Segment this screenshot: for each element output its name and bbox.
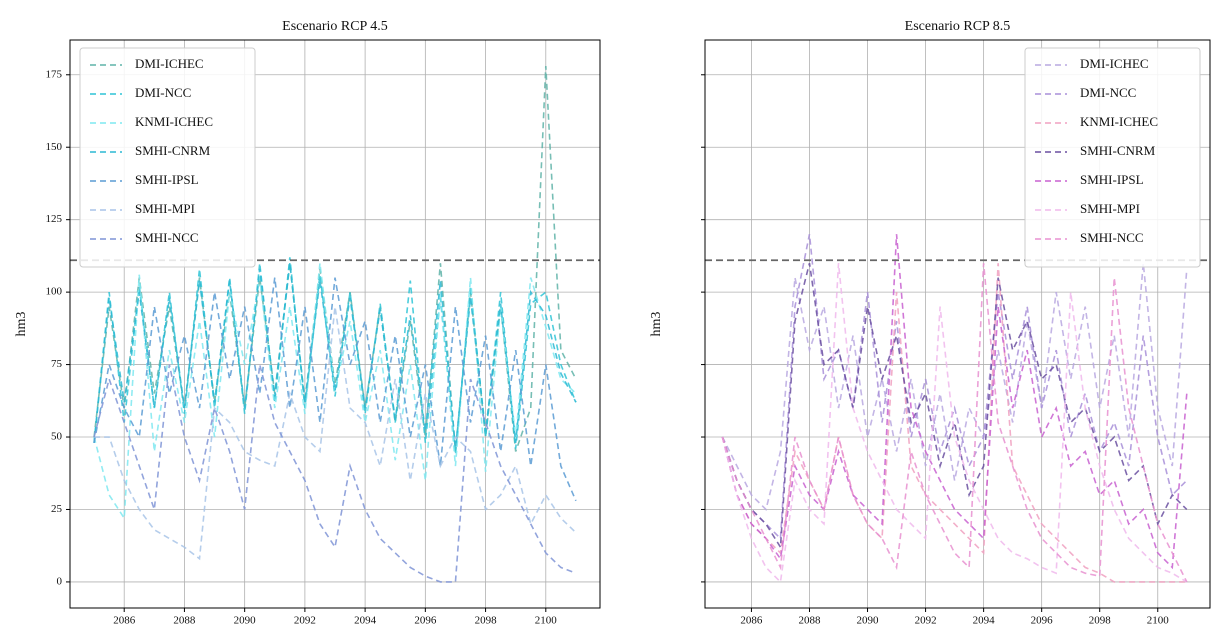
x-tick-label: 2094 bbox=[973, 615, 996, 627]
series-line bbox=[94, 306, 577, 561]
legend-label: KNMI-ICHEC bbox=[135, 114, 213, 129]
x-tick-label: 2098 bbox=[475, 615, 498, 627]
series-line bbox=[93, 364, 577, 583]
legend-label: SMHI-IPSL bbox=[1080, 172, 1144, 187]
series-line bbox=[721, 263, 1188, 584]
series-line bbox=[93, 257, 577, 455]
legend-label: SMHI-NCC bbox=[1080, 230, 1144, 245]
legend-label: SMHI-CNRM bbox=[135, 143, 211, 158]
legend-label: KNMI-ICHEC bbox=[1080, 114, 1158, 129]
y-tick-label: 100 bbox=[46, 286, 63, 298]
legend-label: SMHI-IPSL bbox=[135, 172, 199, 187]
y-tick-label: 50 bbox=[51, 431, 63, 443]
legend-label: DMI-ICHEC bbox=[1080, 56, 1149, 71]
x-tick-label: 2090 bbox=[234, 615, 257, 627]
axes-frame bbox=[704, 39, 1211, 609]
axes-frame bbox=[69, 39, 601, 609]
series-line bbox=[721, 263, 1188, 583]
x-tick-label: 2092 bbox=[294, 615, 316, 627]
legend-label: DMI-NCC bbox=[1080, 85, 1136, 100]
x-tick-label: 2086 bbox=[113, 615, 136, 627]
x-tick-label: 2086 bbox=[740, 615, 763, 627]
series-line bbox=[93, 277, 577, 502]
series-line bbox=[721, 262, 1188, 550]
x-tick-label: 2096 bbox=[414, 615, 437, 627]
legend-label: SMHI-NCC bbox=[135, 230, 199, 245]
chart-title: Escenario RCP 4.5 bbox=[282, 19, 388, 34]
series-line bbox=[721, 234, 1188, 570]
y-tick-label: 175 bbox=[46, 68, 63, 80]
y-tick-label: 25 bbox=[51, 503, 63, 515]
y-tick-label: 125 bbox=[46, 213, 63, 225]
legend-label: SMHI-CNRM bbox=[1080, 143, 1156, 158]
x-tick-label: 2100 bbox=[1147, 615, 1170, 627]
y-tick-label: 0 bbox=[57, 575, 63, 587]
legend-label: SMHI-MPI bbox=[135, 201, 195, 216]
legend-label: DMI-NCC bbox=[135, 85, 191, 100]
series-line bbox=[93, 263, 577, 521]
legend-box bbox=[79, 47, 256, 268]
y-tick-label: 150 bbox=[46, 141, 63, 153]
chart-title: Escenario RCP 8.5 bbox=[905, 19, 1011, 34]
x-tick-label: 2094 bbox=[354, 615, 377, 627]
x-tick-label: 2098 bbox=[1089, 615, 1112, 627]
y-axis-label: hm3 bbox=[649, 312, 664, 337]
series-line bbox=[721, 234, 1188, 541]
x-tick-label: 2100 bbox=[535, 615, 558, 627]
x-tick-label: 2092 bbox=[915, 615, 937, 627]
legend-label: SMHI-MPI bbox=[1080, 201, 1140, 216]
x-tick-label: 2088 bbox=[173, 615, 196, 627]
x-tick-label: 2088 bbox=[798, 615, 821, 627]
legend-box bbox=[1024, 47, 1201, 268]
series-line bbox=[721, 263, 1187, 583]
series-line bbox=[93, 263, 577, 449]
x-tick-label: 2096 bbox=[1031, 615, 1054, 627]
x-tick-label: 2090 bbox=[857, 615, 880, 627]
y-tick-label: 75 bbox=[51, 358, 63, 370]
y-axis-label: hm3 bbox=[14, 312, 29, 337]
legend-label: DMI-ICHEC bbox=[135, 56, 204, 71]
